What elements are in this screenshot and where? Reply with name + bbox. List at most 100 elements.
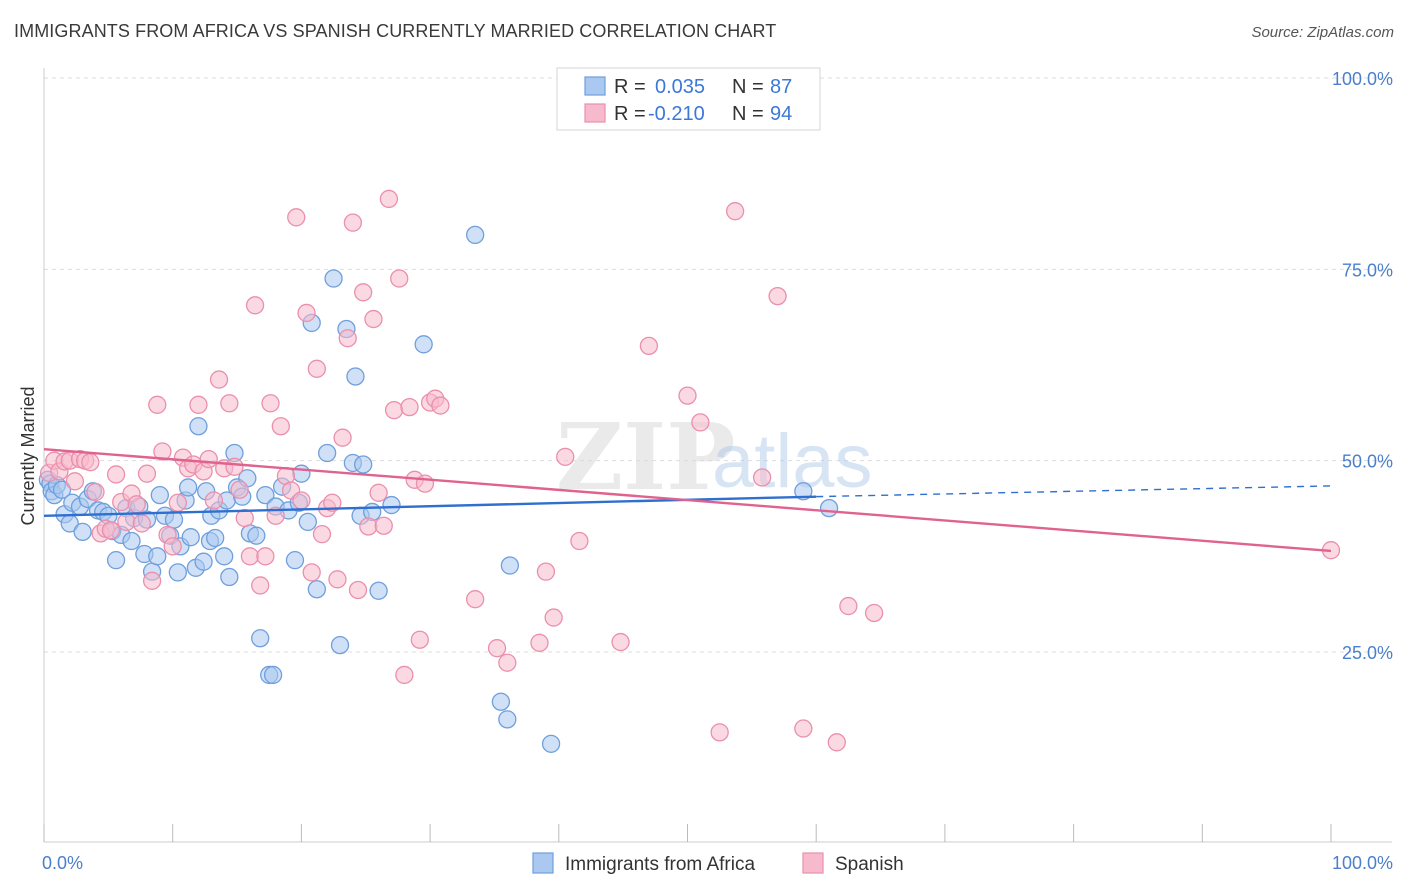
blue-point-31	[168, 563, 187, 582]
pink-point-50	[297, 303, 316, 323]
blue-point-65	[307, 580, 326, 599]
legend-n-value-2: 94	[770, 103, 792, 125]
axes	[43, 68, 1392, 843]
blue-point-82	[819, 498, 839, 518]
y-tick-label-0: 25.0%	[1342, 643, 1393, 663]
blue-point-56	[263, 665, 283, 685]
pink-point-22	[153, 442, 172, 461]
blue-point-35	[181, 528, 200, 547]
pink-point-20	[142, 571, 162, 590]
blue-point-27	[150, 485, 169, 505]
trend-line-africa-extension	[816, 485, 1332, 498]
pink-point-17	[127, 495, 146, 514]
blue-point-79	[500, 556, 520, 575]
pink-point-35	[220, 394, 239, 413]
pink-point-85	[611, 632, 630, 652]
pink-point-13	[106, 465, 126, 484]
pink-point-15	[117, 512, 136, 532]
pink-point-90	[725, 202, 745, 221]
blue-point-37	[189, 417, 208, 436]
pink-point-19	[137, 464, 157, 483]
blue-point-26	[148, 547, 167, 566]
pink-point-18	[132, 514, 151, 533]
legend-r-label-2: R =	[614, 103, 646, 125]
pink-point-76	[431, 396, 450, 415]
grid-lines	[44, 77, 1392, 653]
pink-point-89	[710, 723, 729, 742]
y-tick-label-1: 50.0%	[1342, 452, 1393, 472]
pink-point-51	[302, 563, 321, 582]
blue-point-38	[194, 552, 213, 571]
pink-point-53	[312, 524, 332, 544]
y-axis-label: Currently Married	[18, 386, 38, 525]
blue-point-66	[317, 443, 337, 463]
blue-point-74	[369, 581, 388, 600]
pink-point-45	[271, 417, 290, 436]
pink-point-81	[536, 562, 556, 581]
pink-point-67	[384, 401, 404, 420]
pink-point-31	[199, 449, 218, 469]
pink-point-79	[498, 653, 517, 672]
pink-point-41	[251, 576, 270, 595]
pink-point-61	[354, 283, 373, 302]
blue-point-62	[292, 464, 311, 483]
blue-point-46	[220, 567, 239, 587]
pink-point-36	[225, 457, 244, 476]
pink-point-83	[556, 447, 575, 466]
blue-point-71	[346, 367, 365, 386]
blue-point-42	[206, 528, 225, 548]
pink-point-93	[794, 719, 813, 738]
trend-line-spanish	[43, 447, 1332, 553]
legend-r-value-1: 0.035	[655, 76, 705, 98]
bottom-legend-label-blue: Immigrants from Africa	[565, 854, 755, 875]
blue-point-52	[247, 526, 266, 545]
series-spanish	[39, 189, 1341, 752]
pink-point-21	[148, 395, 167, 414]
pink-point-80	[530, 633, 549, 652]
y-tick-labels: 25.0% 50.0% 75.0% 100.0%	[1332, 69, 1393, 663]
pink-point-87	[678, 386, 697, 405]
pink-point-72	[410, 630, 429, 649]
legend-r-value-2: -0.210	[648, 103, 705, 125]
blue-point-10	[73, 522, 92, 541]
pink-point-57	[333, 428, 352, 447]
pink-point-94	[827, 733, 846, 752]
pink-point-37	[230, 480, 249, 499]
pink-point-69	[395, 665, 414, 685]
x-tick-labels: 0.0% 100.0%	[42, 853, 1393, 873]
blue-point-60	[285, 551, 305, 570]
pink-point-92	[768, 286, 787, 306]
blue-point-78	[498, 710, 517, 729]
chart-title: IMMIGRANTS FROM AFRICA VS SPANISH CURREN…	[14, 21, 777, 41]
pink-point-5	[65, 472, 85, 491]
pink-point-44	[266, 506, 285, 525]
legend-n-label-1: N =	[732, 76, 764, 98]
blue-point-80	[541, 734, 561, 753]
blue-point-34	[178, 478, 198, 497]
pink-point-8	[81, 453, 100, 472]
pink-point-29	[189, 395, 208, 414]
blue-point-30	[164, 510, 184, 529]
x-tick-label-1: 100.0%	[1332, 853, 1393, 873]
pink-point-56	[328, 570, 347, 589]
pink-point-65	[374, 516, 393, 535]
blue-point-53	[251, 629, 270, 648]
pink-point-84	[570, 531, 589, 551]
watermark: ZIP atlas	[556, 403, 873, 511]
source-label: Source: ZipAtlas.com	[1251, 24, 1394, 41]
pink-point-48	[287, 208, 306, 227]
pink-point-38	[235, 508, 254, 528]
pink-point-77	[465, 590, 485, 609]
pink-point-24	[163, 537, 182, 556]
pink-point-62	[359, 517, 378, 536]
blue-point-63	[298, 512, 317, 532]
pink-point-86	[639, 336, 659, 356]
pink-point-78	[487, 639, 507, 658]
blue-point-75	[414, 335, 433, 354]
blue-point-67	[324, 269, 343, 288]
bottom-legend: Immigrants from Africa Spanish	[532, 852, 904, 875]
blue-point-81	[794, 482, 813, 501]
pink-point-58	[338, 329, 357, 348]
y-tick-label-2: 75.0%	[1342, 260, 1393, 280]
blue-point-54	[256, 485, 275, 505]
